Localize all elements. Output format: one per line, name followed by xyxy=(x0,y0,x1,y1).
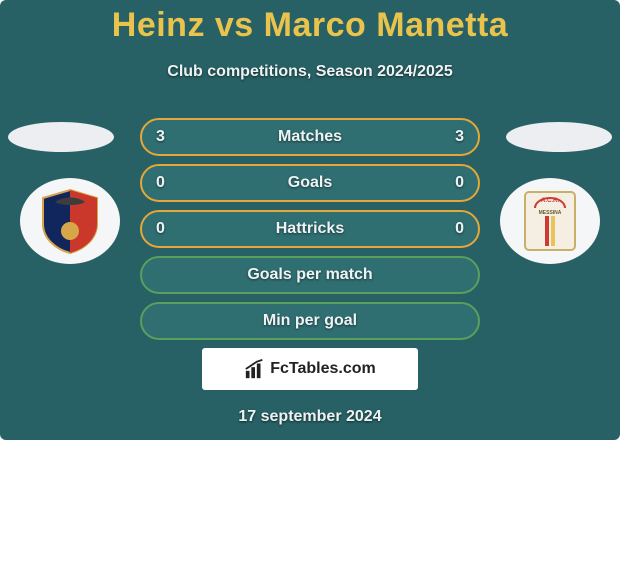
stat-value-left: 0 xyxy=(156,174,165,192)
stat-row-goals-per-match: Goals per match xyxy=(140,256,480,294)
subtitle: Club competitions, Season 2024/2025 xyxy=(0,63,620,81)
stat-value-left: 3 xyxy=(156,128,165,146)
stats-list: 3 Matches 3 0 Goals 0 0 Hattricks 0 Goal… xyxy=(0,118,620,426)
stat-row-matches: 3 Matches 3 xyxy=(140,118,480,156)
stat-value-left: 0 xyxy=(156,220,165,238)
comparison-card: Heinz vs Marco Manetta Club competitions… xyxy=(0,0,620,440)
bar-chart-icon xyxy=(244,358,266,380)
stat-label: Min per goal xyxy=(263,312,357,330)
brand-text: FcTables.com xyxy=(270,360,376,378)
stat-value-right: 0 xyxy=(455,174,464,192)
stat-label: Goals per match xyxy=(247,266,372,284)
brand-badge: FcTables.com xyxy=(202,348,418,390)
stat-label: Matches xyxy=(278,128,342,146)
stat-row-min-per-goal: Min per goal xyxy=(140,302,480,340)
stat-value-right: 3 xyxy=(455,128,464,146)
date-text: 17 september 2024 xyxy=(0,408,620,426)
stat-row-hattricks: 0 Hattricks 0 xyxy=(140,210,480,248)
page-title: Heinz vs Marco Manetta xyxy=(0,0,620,45)
stat-value-right: 0 xyxy=(455,220,464,238)
stat-label: Goals xyxy=(288,174,332,192)
stat-row-goals: 0 Goals 0 xyxy=(140,164,480,202)
stat-label: Hattricks xyxy=(276,220,344,238)
